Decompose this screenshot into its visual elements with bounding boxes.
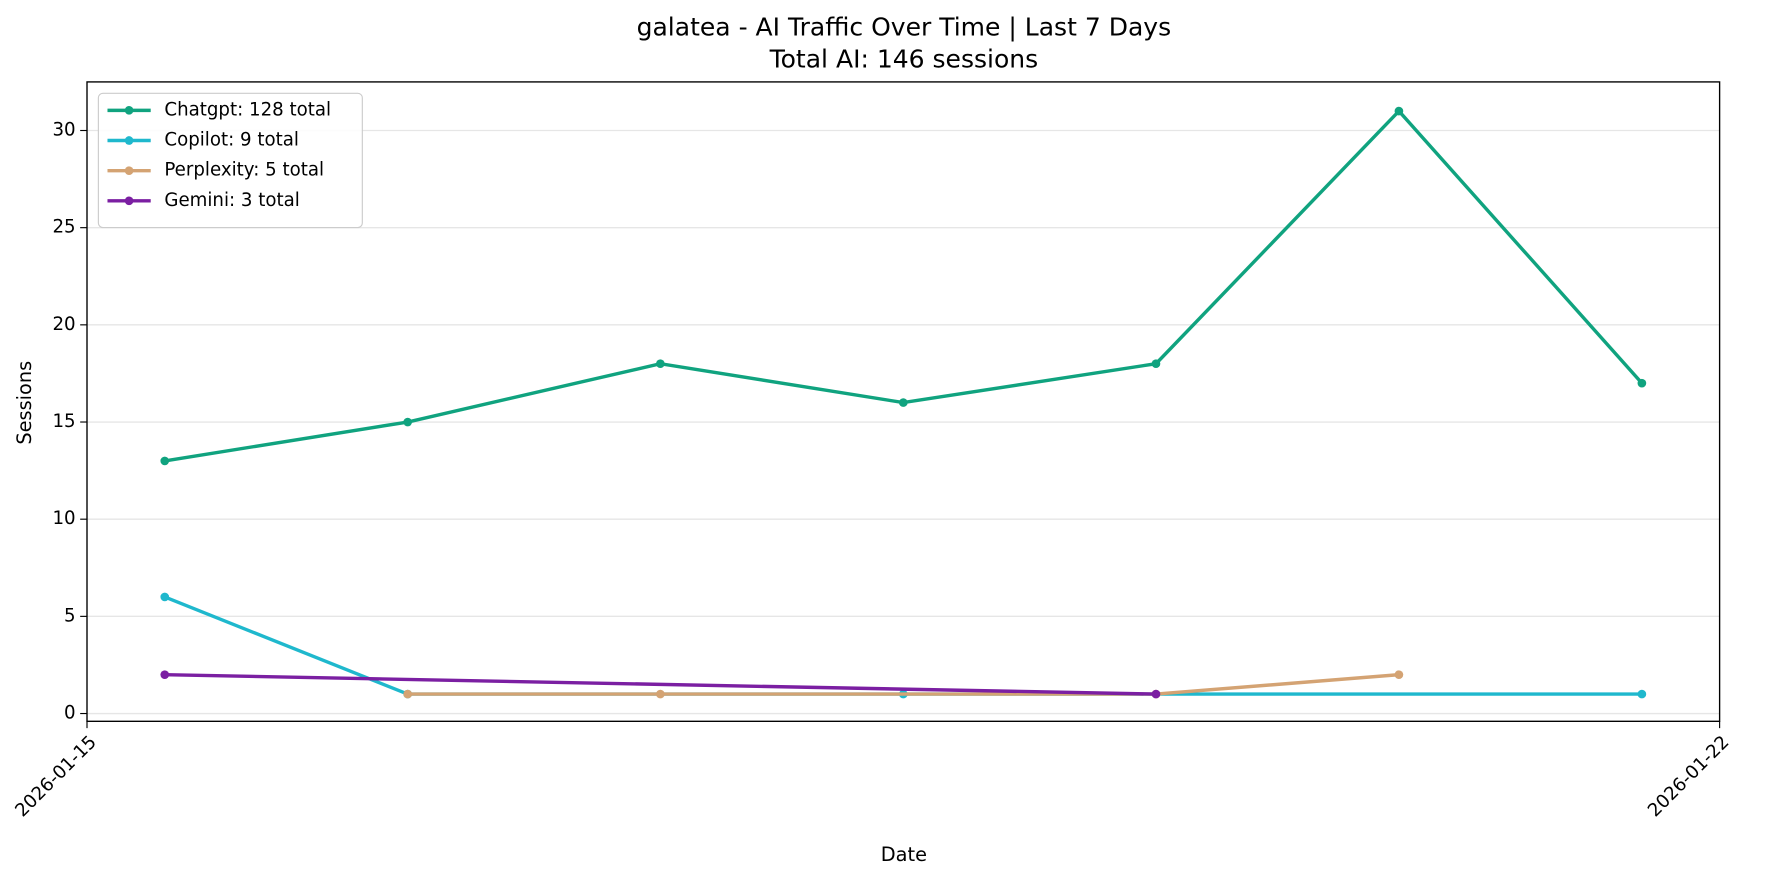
x-tick-label: 2026-01-15	[11, 732, 101, 822]
data-point	[160, 592, 170, 602]
y-tick-label: 30	[52, 120, 75, 141]
plot-frame	[86, 81, 1721, 722]
y-tick-label: 10	[52, 508, 75, 529]
x-axis-label: Date	[881, 843, 927, 866]
data-point	[1151, 689, 1161, 699]
x-tick-label: 2026-01-22	[1644, 732, 1734, 822]
legend-label: Copilot: 9 total	[164, 130, 299, 151]
legend-label: Gemini: 3 total	[164, 190, 299, 211]
legend-marker	[124, 196, 134, 206]
chart-title: galatea - AI Traffic Over Time | Last 7 …	[637, 12, 1172, 41]
series-line	[164, 108, 1644, 463]
data-point	[1637, 689, 1647, 699]
data-point	[403, 689, 413, 699]
data-point	[1394, 106, 1404, 116]
data-point	[656, 359, 665, 369]
y-axis-label: Sessions	[13, 361, 36, 445]
y-tick-label: 20	[52, 314, 75, 335]
legend-marker	[124, 106, 134, 115]
y-tick-label: 15	[52, 411, 75, 432]
y-tick-label: 25	[52, 217, 75, 238]
data-point	[656, 689, 665, 699]
y-tick-label: 5	[64, 605, 76, 626]
data-point	[898, 398, 908, 407]
legend-label: Perplexity: 5 total	[164, 160, 324, 181]
legend-label: Chatgpt: 128 total	[164, 99, 331, 120]
series-line	[164, 672, 1157, 696]
legend-marker	[124, 166, 134, 175]
legend-marker	[124, 136, 134, 145]
data-point	[1151, 359, 1161, 369]
y-tick-label: 0	[64, 703, 76, 724]
data-point	[160, 456, 170, 466]
series-line	[407, 672, 1400, 696]
legend-box	[97, 92, 363, 229]
data-point	[1637, 378, 1647, 388]
data-point	[403, 417, 413, 427]
data-point	[160, 670, 170, 679]
data-point	[1394, 670, 1404, 679]
chart-subtitle: Total AI: 146 sessions	[769, 44, 1039, 73]
